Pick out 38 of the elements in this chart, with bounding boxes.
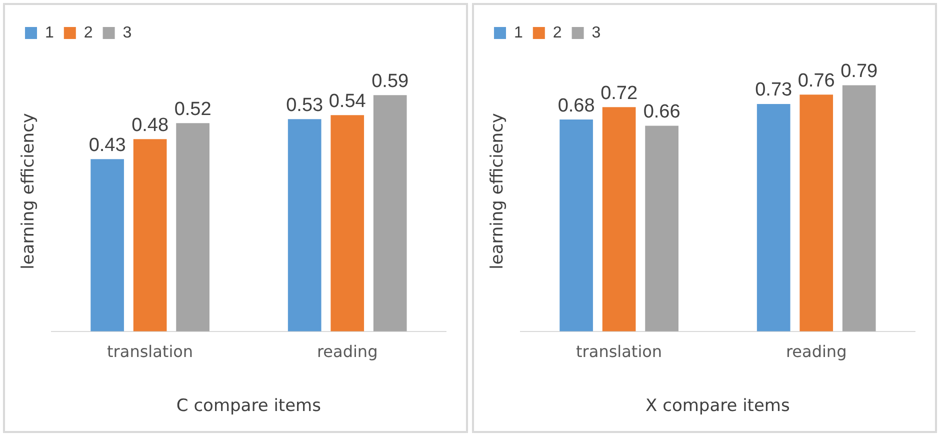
data-label: 0.66 xyxy=(643,102,680,123)
legend-label: 2 xyxy=(84,24,93,42)
data-label: 0.54 xyxy=(328,90,366,112)
bar xyxy=(602,107,636,332)
legend-label: 3 xyxy=(592,24,601,42)
bar xyxy=(288,119,322,332)
bar xyxy=(330,115,364,332)
legend-label: 1 xyxy=(514,24,523,42)
bar xyxy=(373,95,407,332)
data-label: 0.68 xyxy=(558,95,595,116)
bar xyxy=(560,120,593,332)
data-label: 0.79 xyxy=(840,61,878,82)
y-axis-title: learning efficiency xyxy=(488,113,508,270)
data-label: 0.72 xyxy=(600,82,638,104)
data-label: 0.43 xyxy=(88,134,126,156)
bar xyxy=(842,85,876,332)
bar xyxy=(645,126,678,332)
data-label: 0.48 xyxy=(132,114,169,136)
legend-label: 2 xyxy=(552,24,562,42)
bar xyxy=(756,104,790,332)
legend-label: 1 xyxy=(45,24,54,42)
x-tick-label: reading xyxy=(316,342,378,362)
bar xyxy=(133,139,167,332)
data-label: 0.53 xyxy=(286,94,324,116)
data-label: 0.52 xyxy=(174,98,212,120)
y-axis-title: learning efficiency xyxy=(18,113,39,270)
x-axis-title: C compare items xyxy=(176,396,322,416)
x-tick-label: translation xyxy=(576,342,662,362)
bar xyxy=(176,123,210,332)
bar xyxy=(90,159,124,332)
x-axis-title: X compare items xyxy=(646,396,790,416)
x-tick-label: reading xyxy=(786,342,847,362)
data-label: 0.76 xyxy=(798,70,835,92)
x-tick-label: translation xyxy=(107,342,194,362)
legend-label: 3 xyxy=(122,24,132,42)
data-label: 0.73 xyxy=(755,80,792,101)
bar xyxy=(800,94,834,332)
data-label: 0.59 xyxy=(372,70,409,92)
